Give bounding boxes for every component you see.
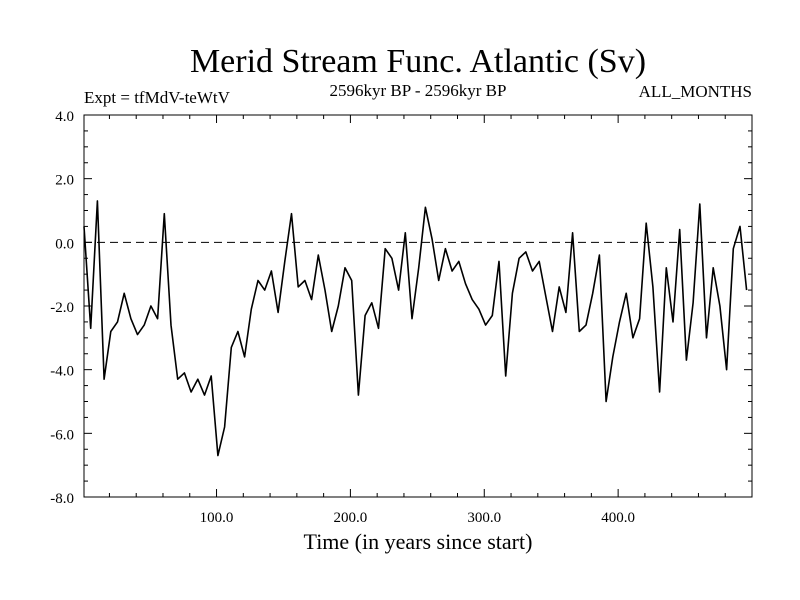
x-tick-label: 200.0: [334, 510, 368, 526]
plot-frame: [83, 114, 753, 498]
y-tick-label: -2.0: [50, 300, 74, 316]
y-tick-label: 0.0: [55, 236, 74, 252]
y-tick-label: -8.0: [50, 491, 74, 507]
y-axis: -8.0 -6.0 -4.0 -2.0 0.0 2.0 4.0: [50, 109, 752, 507]
y-tick-label: 4.0: [55, 109, 74, 125]
experiment-label: Expt = tfMdV-teWtV: [84, 88, 231, 107]
x-tick-label: 100.0: [200, 510, 234, 526]
x-tick-label: 400.0: [601, 510, 635, 526]
x-tick-label: 300.0: [467, 510, 501, 526]
y-tick-label: 2.0: [55, 173, 74, 189]
months-label: ALL_MONTHS: [639, 82, 752, 101]
y-tick-label: -4.0: [50, 364, 74, 380]
period-label: 2596kyr BP - 2596kyr BP: [330, 81, 507, 100]
chart-title: Merid Stream Func. Atlantic (Sv): [190, 43, 646, 80]
x-axis-title: Time (in years since start): [304, 529, 533, 554]
y-tick-label: -6.0: [50, 427, 74, 443]
data-series-line: [83, 200, 748, 457]
x-axis: 100.0 200.0 300.0 400.0: [108, 115, 726, 526]
